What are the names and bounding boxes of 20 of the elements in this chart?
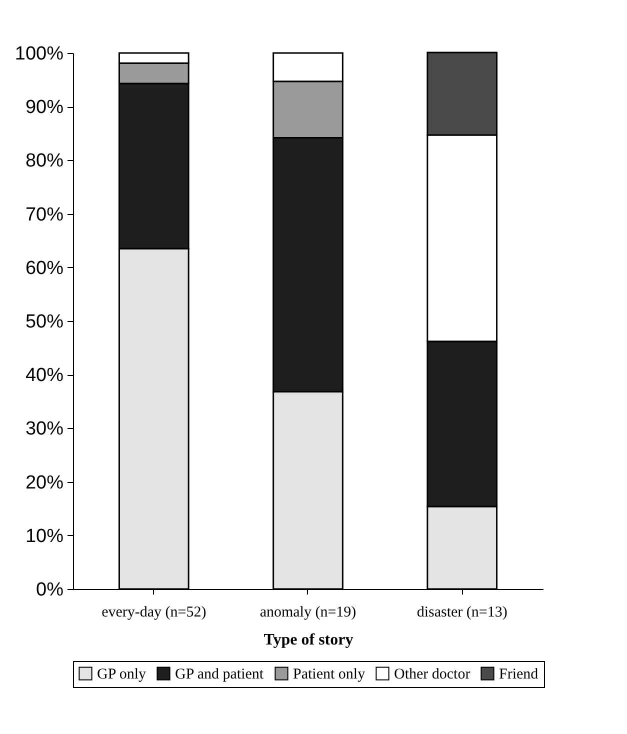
y-tick-label: 100% <box>14 44 64 64</box>
x-axis-title: Type of story <box>264 632 354 648</box>
y-tick-label: 70% <box>25 204 64 226</box>
y-tick-label: 60% <box>25 258 64 279</box>
x-tick-label: disaster (n=13) <box>416 604 508 620</box>
y-tick-label: 40% <box>25 365 64 386</box>
legend-label: Friend <box>499 666 539 683</box>
y-tick-label: 0% <box>36 580 64 600</box>
legend-label: Patient only <box>293 666 366 683</box>
y-tick-label: 10% <box>25 526 64 547</box>
x-tick-label: every-day (n=52) <box>102 604 206 620</box>
x-tick-label: anomaly (n=19) <box>260 604 356 620</box>
legend-label: GP only <box>97 666 147 683</box>
y-tick-label: 50% <box>25 312 64 332</box>
y-tick-label: 30% <box>25 418 64 440</box>
legend-label: GP and patient <box>175 666 264 683</box>
y-tick-label: 80% <box>25 150 64 172</box>
y-tick-label: 90% <box>25 97 64 118</box>
legend-label: Other doctor <box>394 666 470 683</box>
y-tick-label: 20% <box>25 472 64 494</box>
